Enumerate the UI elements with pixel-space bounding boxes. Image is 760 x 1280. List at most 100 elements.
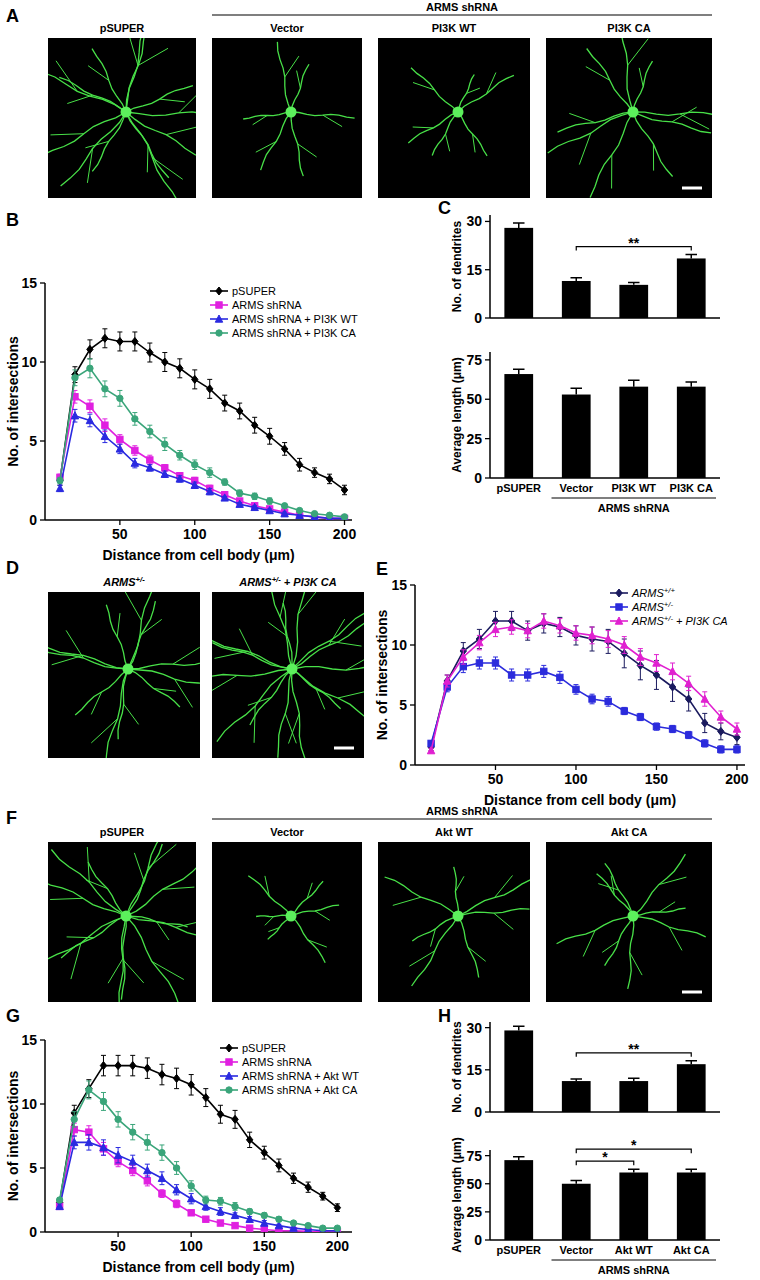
marker: [226, 1044, 232, 1052]
marker: [146, 464, 153, 471]
soma: [628, 911, 639, 922]
dendrite-branch: [134, 853, 143, 880]
y-tick: [410, 644, 415, 645]
y-tick-label: 15: [21, 1032, 37, 1048]
legend: pSUPERARMS shRNAARMS shRNA + Akt WTARMS …: [220, 1042, 359, 1096]
error-bar: [117, 435, 122, 444]
y-tick: [40, 361, 45, 362]
dendrite-branch: [50, 898, 83, 899]
group-line: [552, 1259, 717, 1260]
legend-label: ARMS shRNA + PI3K CA: [232, 327, 356, 339]
marker: [443, 677, 450, 684]
image-label: ARMS+/-: [102, 575, 145, 589]
error-bar: [162, 438, 167, 451]
error-bar: [72, 1112, 77, 1127]
dendrite: [88, 862, 126, 916]
x-tick-label: 200: [333, 526, 357, 542]
dendrite: [458, 75, 514, 112]
soma: [286, 911, 297, 922]
marker: [162, 441, 168, 447]
error-bar: [147, 343, 152, 362]
marker: [508, 623, 515, 630]
marker: [56, 1203, 62, 1209]
image-label: pSUPER: [100, 22, 145, 34]
dendrite-branch: [152, 961, 184, 979]
soma: [121, 911, 132, 922]
error-bar: [262, 1213, 267, 1218]
y-tick-label: 5: [29, 1160, 37, 1176]
error-bar: [57, 1197, 62, 1202]
x-tick-label: 50: [110, 1238, 126, 1254]
marker: [540, 617, 547, 624]
y-tick: [40, 282, 45, 283]
marker: [101, 432, 108, 439]
error-bar: [72, 367, 77, 383]
marker: [187, 1195, 194, 1202]
plot-area: [504, 1157, 705, 1240]
panel-letter: B: [6, 210, 19, 230]
dendrite: [292, 612, 364, 669]
marker: [130, 1129, 136, 1135]
marker: [621, 708, 627, 714]
error-bar: [571, 278, 583, 281]
error-bar: [247, 1132, 252, 1147]
marker: [261, 1226, 267, 1232]
marker: [117, 337, 123, 345]
y-tick-label: 5: [29, 433, 37, 449]
dendrite: [458, 112, 487, 156]
dendrite-branch: [265, 917, 274, 926]
dendrite-branch: [431, 929, 436, 947]
dendrite: [458, 880, 530, 917]
series-line: [60, 416, 345, 519]
dendrite: [291, 905, 339, 916]
neuron: [248, 876, 339, 963]
error-bar: [541, 665, 546, 677]
marker: [290, 1174, 296, 1182]
bar: [677, 1173, 706, 1241]
marker: [222, 399, 228, 407]
y-axis-label: No. of dendrites: [450, 221, 464, 313]
dendrite: [412, 916, 458, 986]
x-tick: [337, 1232, 338, 1237]
dendrite-branch: [611, 155, 612, 189]
error-bar: [513, 223, 525, 228]
dendrite-branch: [268, 622, 287, 636]
marker: [334, 1225, 340, 1231]
y-tick-label: 30: [466, 213, 482, 229]
significance-label: *: [631, 1137, 637, 1153]
marker: [222, 479, 228, 485]
dendrite-branch: [166, 127, 196, 135]
y-tick-label: 75: [466, 352, 482, 368]
marker: [116, 445, 123, 452]
marker: [117, 436, 123, 442]
dendrite: [558, 112, 634, 132]
marker: [56, 484, 63, 491]
dendrite-branch: [128, 38, 138, 65]
marker: [188, 1081, 194, 1089]
plot-area: [504, 369, 705, 478]
error-bar: [203, 1217, 208, 1222]
dendrite: [292, 666, 364, 670]
x-tick: [736, 765, 737, 770]
dendrite: [628, 916, 634, 989]
marker: [556, 622, 563, 629]
error-bar: [130, 1055, 135, 1075]
marker: [701, 695, 708, 702]
image-label: Vector: [270, 826, 304, 838]
dendrite: [633, 112, 712, 116]
dendrite-branch: [152, 158, 182, 180]
marker: [290, 1220, 296, 1226]
dendrite-branch: [628, 39, 649, 65]
category-label: pSUPER: [496, 482, 541, 494]
marker: [604, 635, 611, 642]
marker: [326, 512, 332, 518]
marker: [232, 1203, 238, 1209]
dendrite: [291, 112, 303, 176]
y-tick-label: 0: [29, 512, 37, 528]
error-bar: [174, 1068, 179, 1088]
marker: [115, 1116, 121, 1122]
dendrite: [48, 643, 128, 669]
error-bar: [628, 380, 640, 386]
image-label: PI3K CA: [607, 22, 650, 34]
marker: [129, 1158, 136, 1165]
